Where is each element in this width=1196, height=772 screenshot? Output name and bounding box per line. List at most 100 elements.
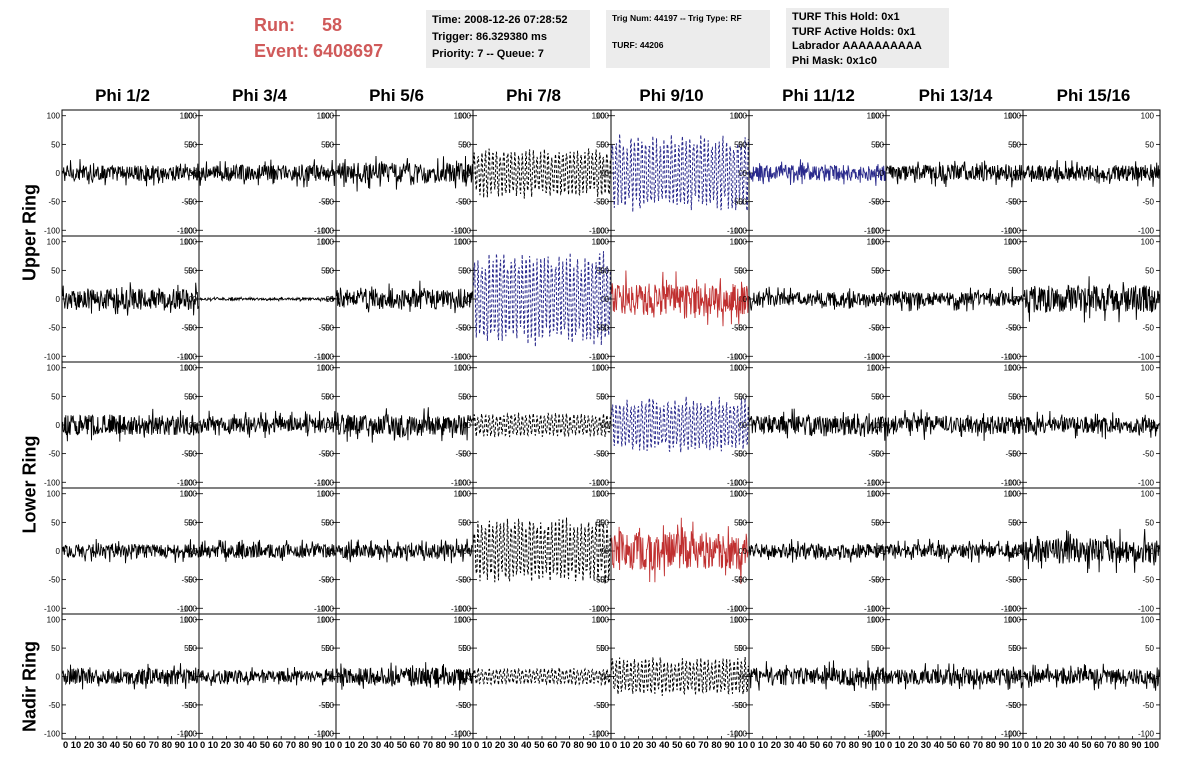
y-tick-label-right: -50	[181, 324, 193, 333]
y-tick-label-left: 50	[600, 266, 609, 275]
y-tick-label-right: 50	[734, 140, 743, 149]
y-tick-label-left: 100	[184, 112, 198, 121]
y-tick-label-left: -50	[322, 701, 334, 710]
y-tick-label-right: 100	[317, 616, 331, 625]
y-tick-label-right: 100	[317, 112, 331, 121]
y-tick-label-right: 100	[1004, 616, 1018, 625]
y-tick-label-right: 50	[184, 140, 193, 149]
waveform-trace	[749, 539, 886, 563]
y-tick-label-right: 100	[454, 112, 468, 121]
y-tick-label-left: 100	[458, 238, 472, 247]
y-tick-label-left: -100	[181, 226, 198, 235]
x-tick-labels: 0 10 20 30 40 50 60 70 80 90 10	[337, 740, 472, 751]
y-tick-label-right: -50	[455, 701, 467, 710]
y-tick-label-left: -50	[48, 198, 60, 207]
y-tick-label-left: -50	[597, 450, 609, 459]
y-tick-label-left: -100	[1005, 604, 1022, 613]
y-tick-label-right: 50	[1008, 644, 1017, 653]
y-tick-label-left: 100	[458, 112, 472, 121]
y-tick-label-right: 100	[592, 490, 606, 499]
y-tick-label-left: -100	[318, 729, 335, 738]
y-tick-label-left: 100	[871, 490, 885, 499]
y-tick-label-right: -50	[1142, 324, 1154, 333]
y-tick-label-right: -100	[727, 478, 744, 487]
column-header-phi-7-8: Phi 7/8	[506, 86, 561, 105]
column-header-phi-3-4: Phi 3/4	[232, 86, 287, 105]
y-tick-label-right: -100	[727, 604, 744, 613]
column-header-phi-5-6: Phi 5/6	[369, 86, 424, 105]
y-tick-label-right: 100	[867, 364, 881, 373]
y-tick-label-right: 100	[730, 364, 744, 373]
y-tick-label-left: -100	[455, 729, 472, 738]
waveform-trace	[749, 408, 886, 441]
y-tick-label-left: -50	[597, 324, 609, 333]
y-tick-label-left: 0	[193, 169, 198, 178]
y-tick-label-right: 100	[1141, 112, 1155, 121]
y-tick-label-left: -50	[185, 324, 197, 333]
y-tick-label-right: -50	[181, 198, 193, 207]
column-header-phi-13-14: Phi 13/14	[918, 86, 993, 105]
y-tick-label-left: 0	[193, 547, 198, 556]
waveform-trace	[62, 663, 199, 690]
y-tick-label-right: 50	[321, 392, 330, 401]
y-tick-label-right: -50	[731, 701, 743, 710]
y-tick-label-right: -50	[731, 576, 743, 585]
waveform-trace	[1023, 276, 1160, 323]
y-tick-label-right: -100	[589, 604, 606, 613]
y-tick-label-left: 50	[462, 266, 471, 275]
y-tick-label-right: 50	[1008, 266, 1017, 275]
y-tick-label-right: 0	[601, 169, 606, 178]
y-tick-label-left: 0	[880, 421, 885, 430]
y-tick-label-left: 50	[1012, 518, 1021, 527]
y-tick-label-left: 100	[734, 112, 748, 121]
time-info-box: Time: 2008-12-26 07:28:52 Trigger: 86.32…	[426, 10, 590, 68]
y-tick-label-left: -50	[322, 576, 334, 585]
y-tick-label-right: -100	[589, 226, 606, 235]
waveform-trace	[336, 407, 473, 443]
y-tick-label-left: 0	[56, 547, 61, 556]
trigger-line: Trigger: 86.329380 ms	[432, 31, 547, 43]
y-tick-label-right: 100	[1141, 238, 1155, 247]
y-tick-label-right: 0	[739, 673, 744, 682]
x-tick-labels: 0 10 20 30 40 50 60 70 80 90 10	[474, 740, 610, 751]
y-tick-label-right: 50	[1008, 518, 1017, 527]
waveform-trace	[62, 159, 199, 187]
y-tick-label-left: 100	[871, 364, 885, 373]
y-tick-label-right: 0	[601, 547, 606, 556]
y-tick-label-left: -50	[1009, 701, 1021, 710]
y-tick-label-left: -100	[181, 352, 198, 361]
waveform-trace	[886, 160, 1023, 188]
waveform-trace	[199, 666, 336, 686]
y-tick-label-left: -100	[868, 604, 885, 613]
y-tick-label-right: -100	[589, 729, 606, 738]
y-tick-label-left: 100	[47, 112, 61, 121]
waveform-trace	[199, 539, 336, 562]
y-tick-label-right: 100	[1004, 490, 1018, 499]
y-tick-label-left: 0	[330, 421, 335, 430]
y-tick-label-right: 50	[184, 266, 193, 275]
y-tick-label-left: -100	[1005, 226, 1022, 235]
y-tick-label-left: -100	[1005, 478, 1022, 487]
y-tick-label-left: 0	[743, 295, 748, 304]
time-line: Time: 2008-12-26 07:28:52	[432, 14, 568, 26]
y-tick-label-left: 100	[47, 364, 61, 373]
y-tick-label-right: -100	[727, 352, 744, 361]
y-tick-label-left: 100	[871, 238, 885, 247]
y-tick-label-left: 100	[321, 364, 335, 373]
y-tick-label-right: 50	[458, 392, 467, 401]
y-tick-label-right: -50	[593, 450, 605, 459]
y-tick-label-right: 100	[317, 364, 331, 373]
y-tick-label-left: 100	[321, 490, 335, 499]
y-tick-label-right: -50	[455, 576, 467, 585]
y-tick-label-left: 50	[462, 518, 471, 527]
y-tick-label-left: 100	[184, 616, 198, 625]
y-tick-label-left: -50	[459, 701, 471, 710]
y-tick-label-left: 0	[880, 547, 885, 556]
y-tick-label-right: -100	[451, 352, 468, 361]
